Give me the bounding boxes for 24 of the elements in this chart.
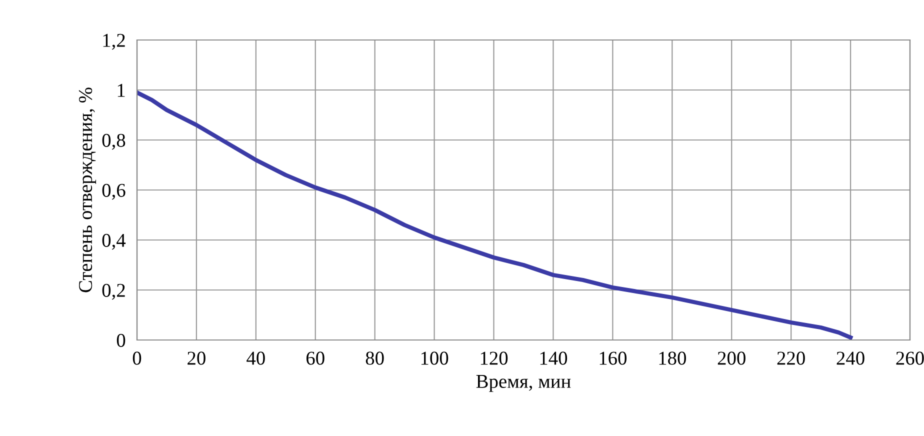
y-tick-label: 0,8 xyxy=(102,134,126,150)
y-tick-label: 0,6 xyxy=(102,184,126,200)
x-tick-label: 80 xyxy=(366,352,384,365)
x-tick-label: 140 xyxy=(540,352,568,365)
x-tick-label: 100 xyxy=(421,352,448,365)
y-tick-label: 0,4 xyxy=(102,234,126,250)
x-axis-title: Время, мин xyxy=(476,375,571,392)
x-tick-label: 20 xyxy=(188,352,206,365)
x-tick-label: 220 xyxy=(777,352,805,365)
x-tick-label: 260 xyxy=(896,352,924,365)
x-tick-label: 240 xyxy=(836,352,864,365)
x-tick-label: 120 xyxy=(480,352,508,365)
x-tick-label: 60 xyxy=(306,352,324,365)
y-tick-label: 0 xyxy=(116,334,126,347)
x-tick-label: 200 xyxy=(718,352,746,365)
y-axis-title: Степень отверждения, % xyxy=(78,88,96,292)
x-tick-label: 40 xyxy=(246,352,265,365)
x-tick-label: 0 xyxy=(132,352,142,365)
y-tick-label: 1 xyxy=(118,84,125,97)
x-tick-label: 180 xyxy=(659,352,686,365)
x-tick-label: 160 xyxy=(600,352,627,365)
y-tick-label: 1,2 xyxy=(103,34,125,50)
line-series xyxy=(137,90,853,340)
y-tick-label: 0,2 xyxy=(102,284,125,300)
